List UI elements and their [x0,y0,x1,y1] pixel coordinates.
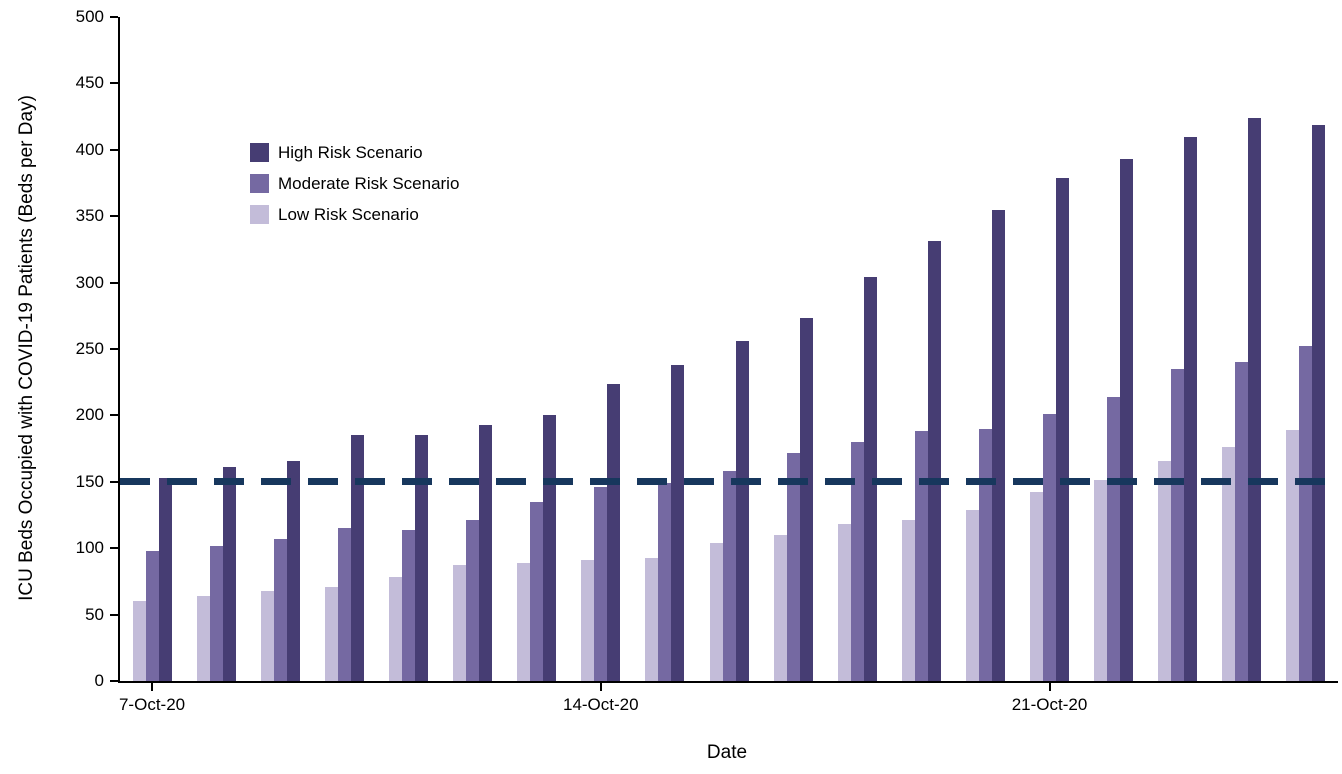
x-axis-tick [1048,683,1051,691]
bar-low-risk-scenario [965,509,979,681]
legend-item: High Risk Scenario [250,143,459,162]
x-axis-tick-label: 14-Oct-20 [562,695,639,714]
bar-high-risk-scenario [414,435,428,681]
legend-label: Moderate Risk Scenario [278,174,460,193]
y-axis-tick [110,281,118,284]
bar-moderate-risk-scenario [978,428,992,681]
x-axis-tick-label: 21-Oct-20 [1011,695,1088,714]
bar-low-risk-scenario [581,560,595,681]
bar-low-risk-scenario [645,557,659,681]
y-axis-tick-label: 100 [75,538,104,558]
bar-moderate-risk-scenario [658,483,672,681]
y-axis-tick-label: 350 [75,206,104,226]
bar-low-risk-scenario [709,542,723,681]
y-axis-tick [110,414,118,417]
bar-high-risk-scenario [479,424,493,681]
bar-moderate-risk-scenario [209,545,223,681]
y-axis-tick [110,82,118,85]
bar-moderate-risk-scenario [1043,414,1057,681]
bar-low-risk-scenario [517,562,531,681]
bar-moderate-risk-scenario [145,550,159,681]
bar-high-risk-scenario [350,435,364,681]
bar-moderate-risk-scenario [1235,362,1249,681]
bar-high-risk-scenario [543,415,557,681]
y-axis-tick [110,16,118,18]
bar-moderate-risk-scenario [594,487,608,681]
bar-high-risk-scenario [927,241,941,681]
bar-high-risk-scenario [158,477,172,681]
x-axis-title: Date [706,742,748,763]
bar-moderate-risk-scenario [786,452,800,681]
bar-high-risk-scenario [991,209,1005,681]
bar-high-risk-scenario [1184,136,1198,681]
bar-moderate-risk-scenario [337,528,351,681]
y-axis-tick [110,148,118,151]
bar-low-risk-scenario [260,590,274,681]
bar-low-risk-scenario [1222,447,1236,681]
bar-moderate-risk-scenario [1171,368,1185,681]
bar-moderate-risk-scenario [914,431,928,681]
y-axis-tick-label: 150 [75,471,104,491]
bar-high-risk-scenario [735,341,749,681]
bar-moderate-risk-scenario [722,471,736,681]
bar-low-risk-scenario [196,596,210,681]
bar-high-risk-scenario [222,467,236,681]
x-axis-tick [151,683,154,691]
x-axis-tick [599,683,602,691]
bar-high-risk-scenario [671,364,685,681]
plot-area: High Risk Scenario Moderate Risk Scenario… [76,7,1338,714]
x-axis-tick-label: 7-Oct-20 [118,695,186,714]
y-axis-title: ICU Beds Occupied with COVID-19 Patients… [16,95,37,601]
bar-low-risk-scenario [324,586,338,681]
bar-low-risk-scenario [1286,430,1300,681]
y-axis-tick-label: 50 [85,604,104,624]
bar-high-risk-scenario [1056,177,1070,681]
bar-moderate-risk-scenario [273,538,287,681]
bar-low-risk-scenario [132,601,146,681]
bar-moderate-risk-scenario [850,441,864,681]
bar-high-risk-scenario [1248,117,1262,681]
y-axis-tick-label: 300 [75,272,104,292]
y-axis-tick [110,680,118,682]
bar-high-risk-scenario [799,318,813,681]
bar-moderate-risk-scenario [466,520,480,681]
bar-low-risk-scenario [1030,492,1044,681]
legend-label: Low Risk Scenario [278,205,419,224]
bar-moderate-risk-scenario [1299,346,1313,681]
y-axis-tick [110,215,118,218]
y-axis-tick-label: 250 [75,339,104,358]
bar-low-risk-scenario [773,534,787,681]
y-axis-tick [110,348,118,350]
bar-low-risk-scenario [1158,460,1172,681]
legend-swatch [250,205,269,224]
icu-capacity-reference-line [120,478,1338,486]
bar-high-risk-scenario [286,460,300,681]
bar-low-risk-scenario [388,577,402,681]
bar-low-risk-scenario [453,565,467,681]
y-axis-tick-label: 400 [75,139,104,159]
bar-moderate-risk-scenario [1107,396,1121,681]
bar-moderate-risk-scenario [530,501,544,681]
y-axis-tick [110,613,118,616]
legend-item: Moderate Risk Scenario [250,174,459,193]
bar-low-risk-scenario [837,524,851,681]
bar-low-risk-scenario [1094,480,1108,681]
bar-high-risk-scenario [607,383,621,681]
legend-swatch [250,174,269,193]
legend-swatch [250,143,269,162]
y-axis-tick [110,480,118,483]
bar-moderate-risk-scenario [401,529,415,681]
legend-item: Low Risk Scenario [250,205,459,224]
legend: High Risk Scenario Moderate Risk Scenario… [250,143,459,224]
bar-high-risk-scenario [1120,159,1134,681]
bar-high-risk-scenario [1312,124,1326,681]
bar-low-risk-scenario [901,520,915,681]
y-axis-tick-label: 450 [75,73,104,93]
legend-label: High Risk Scenario [278,143,423,162]
y-axis-tick [110,547,118,550]
y-axis-tick-label: 0 [94,671,104,690]
y-axis-tick-label: 500 [75,7,104,26]
y-axis-tick-label: 200 [75,405,104,425]
